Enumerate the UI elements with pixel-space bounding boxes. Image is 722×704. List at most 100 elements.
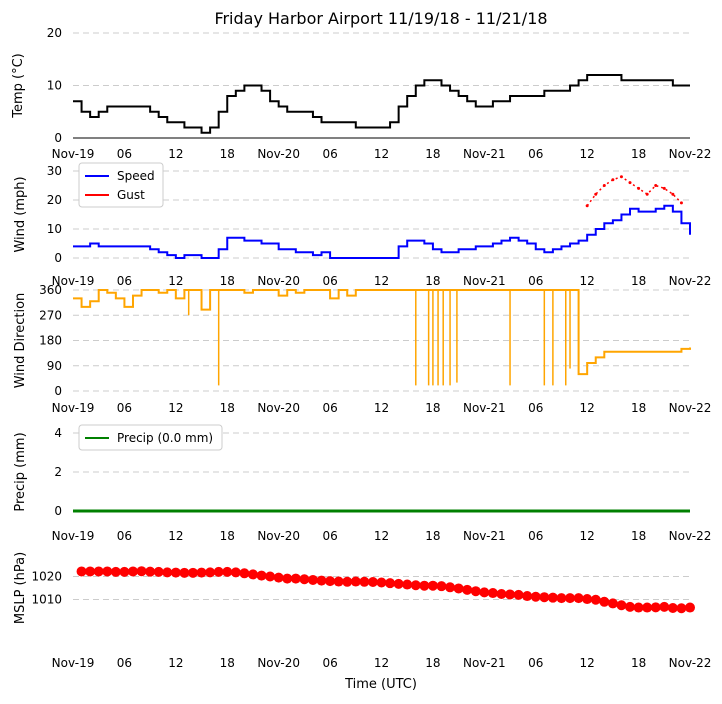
- mslp-point: [136, 566, 147, 577]
- x-tick-label: 18: [631, 147, 646, 161]
- x-tick-label: Nov-19: [52, 529, 95, 543]
- mslp-point: [385, 578, 396, 589]
- y-axis-label: Wind Direction: [13, 293, 28, 389]
- legend-label: Speed: [117, 169, 155, 183]
- mslp-point: [479, 587, 490, 598]
- y-tick-label: 10: [47, 79, 62, 93]
- x-tick-label: 06: [117, 401, 132, 415]
- mslp-point: [393, 578, 404, 589]
- gust-line: [586, 175, 682, 207]
- x-tick-label: 18: [425, 147, 440, 161]
- mslp-point: [402, 579, 413, 590]
- y-tick-label: 20: [47, 26, 62, 40]
- mslp-point: [513, 589, 524, 600]
- mslp-point: [607, 598, 618, 609]
- y-tick-label: 0: [54, 251, 62, 265]
- y-tick-label: 1020: [31, 570, 62, 584]
- mslp-point: [162, 567, 173, 578]
- mslp-point: [539, 592, 550, 603]
- mslp-point: [470, 586, 481, 597]
- mslp-point: [85, 566, 96, 577]
- x-tick-label: 06: [322, 274, 337, 288]
- y-axis-label: Temp (°C): [11, 53, 26, 119]
- mslp-point: [170, 567, 181, 578]
- mslp-point: [76, 566, 87, 577]
- mslp-point: [196, 567, 207, 578]
- mslp-point: [316, 575, 327, 586]
- mslp-point: [205, 567, 216, 578]
- panel-temp: 0 10 20 Temp (°C) Nov-19 06 12 18 Nov-20 06 12 18 No…: [11, 26, 711, 161]
- mslp-point: [410, 580, 421, 591]
- x-axis-label: Time (UTC): [344, 677, 417, 692]
- gust-point: [628, 181, 632, 185]
- x-tick-label: Nov-19: [52, 401, 95, 415]
- mslp-point: [556, 593, 567, 604]
- x-tick-label: 18: [631, 401, 646, 415]
- x-tick-label: Nov-20: [257, 147, 300, 161]
- y-tick-label: 10: [47, 222, 62, 236]
- x-tick-label: 12: [580, 401, 595, 415]
- mslp-point: [127, 566, 138, 577]
- mslp-point: [110, 566, 121, 577]
- mslp-point: [522, 591, 533, 602]
- wind-line: [73, 204, 691, 259]
- x-tick-label: Nov-19: [52, 656, 95, 670]
- mslp-point: [427, 580, 438, 591]
- mslp-point: [230, 567, 241, 578]
- x-tick-label: 12: [168, 401, 183, 415]
- y-tick-label: 270: [39, 308, 62, 322]
- mslp-point: [650, 602, 661, 613]
- mslp-point: [247, 569, 258, 580]
- x-tick-label: Nov-20: [257, 529, 300, 543]
- mslp-point: [333, 576, 344, 587]
- mslp-point: [530, 591, 541, 602]
- x-tick-label: 06: [322, 147, 337, 161]
- x-tick-label: Nov-22: [669, 656, 712, 670]
- mslp-point: [599, 596, 610, 607]
- x-tick-label: 06: [528, 401, 543, 415]
- mslp-point: [573, 593, 584, 604]
- x-tick-label: Nov-21: [463, 401, 506, 415]
- x-tick-label: 06: [117, 656, 132, 670]
- mslp-point: [462, 584, 473, 595]
- x-tick-label: 06: [117, 147, 132, 161]
- dir-line: [73, 289, 691, 376]
- y-tick-label: 360: [39, 283, 62, 297]
- gust-point: [585, 204, 589, 208]
- mslp-point: [496, 588, 507, 599]
- x-tick-label: Nov-22: [669, 529, 712, 543]
- y-tick-label: 0: [54, 504, 62, 518]
- mslp-point: [376, 577, 387, 588]
- x-tick-label: 06: [528, 274, 543, 288]
- mslp-point: [616, 600, 627, 611]
- mslp-point: [325, 576, 336, 587]
- mslp-point: [505, 589, 516, 600]
- y-tick-label: 4: [54, 426, 62, 440]
- gust-point: [662, 186, 666, 190]
- mslp-point: [187, 567, 198, 578]
- x-tick-label: 12: [580, 274, 595, 288]
- x-tick-label: 18: [631, 656, 646, 670]
- mslp-point: [145, 566, 156, 577]
- x-tick-label: 12: [374, 401, 389, 415]
- mslp-point: [685, 602, 695, 613]
- x-tick-label: Nov-22: [669, 401, 712, 415]
- mslp-point: [487, 588, 498, 599]
- x-tick-label: 18: [631, 274, 646, 288]
- mslp-point: [350, 576, 361, 587]
- x-tick-label: 12: [374, 147, 389, 161]
- legend-label: Gust: [117, 188, 145, 202]
- mslp-point: [453, 583, 464, 594]
- y-tick-label: 30: [47, 164, 62, 178]
- legend-label: Precip (0.0 mm): [117, 431, 213, 445]
- mslp-point: [642, 602, 653, 613]
- y-tick-label: 90: [47, 359, 62, 373]
- y-axis-label: MSLP (hPa): [13, 552, 28, 624]
- x-tick-label: 18: [425, 529, 440, 543]
- mslp-point: [667, 603, 678, 614]
- x-tick-label: Nov-21: [463, 147, 506, 161]
- x-tick-label: 18: [631, 529, 646, 543]
